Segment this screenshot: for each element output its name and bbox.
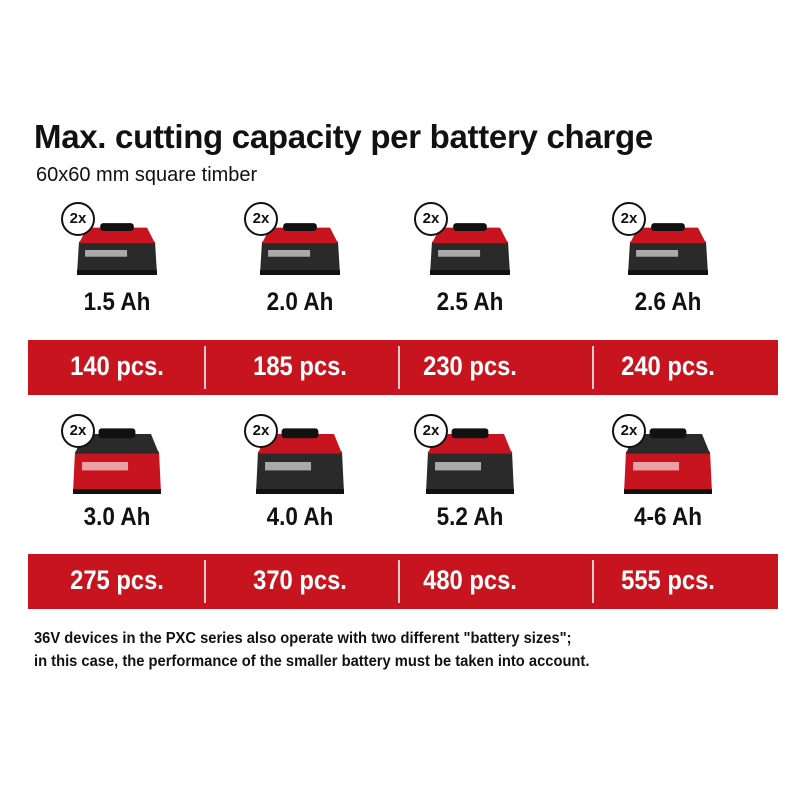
footnote: 36V devices in the PXC series also opera… xyxy=(34,630,572,647)
pieces-value: 370 pcs. xyxy=(253,565,347,595)
capacity-label: 4.0 Ah xyxy=(266,503,334,531)
pieces-value: 555 pcs. xyxy=(621,565,715,595)
result-band xyxy=(28,340,778,395)
battery-icon xyxy=(628,223,708,275)
quantity-badge: 2x xyxy=(244,414,278,448)
footnote: in this case, the performance of the sma… xyxy=(34,653,590,670)
battery-icon xyxy=(426,428,514,494)
quantity-badge: 2x xyxy=(612,414,646,448)
divider xyxy=(592,346,594,389)
pieces-value: 240 pcs. xyxy=(621,351,715,381)
battery-icon xyxy=(624,428,712,494)
pieces-value: 230 pcs. xyxy=(423,351,517,381)
divider xyxy=(398,346,400,389)
pieces-value: 140 pcs. xyxy=(70,351,164,381)
battery-icon xyxy=(73,428,161,494)
pieces-value: 480 pcs. xyxy=(423,565,517,595)
capacity-label: 3.0 Ah xyxy=(83,503,151,531)
pieces-value: 275 pcs. xyxy=(70,565,164,595)
subtitle: 60x60 mm square timber xyxy=(36,164,258,186)
divider xyxy=(204,346,206,389)
battery-icon xyxy=(260,223,340,275)
capacity-label: 2.5 Ah xyxy=(436,288,504,316)
quantity-badge: 2x xyxy=(612,202,646,236)
capacity-label: 5.2 Ah xyxy=(436,503,504,531)
quantity-badge: 2x xyxy=(414,202,448,236)
quantity-badge: 2x xyxy=(244,202,278,236)
battery-icon xyxy=(430,223,510,275)
capacity-label: 1.5 Ah xyxy=(83,288,151,316)
quantity-badge: 2x xyxy=(61,414,95,448)
quantity-badge: 2x xyxy=(414,414,448,448)
title: Max. cutting capacity per battery charge xyxy=(34,118,653,155)
battery-icon xyxy=(77,223,157,275)
capacity-label: 2.6 Ah xyxy=(634,288,702,316)
divider xyxy=(398,560,400,603)
capacity-label: 4-6 Ah xyxy=(634,503,702,531)
battery-icon xyxy=(256,428,344,494)
quantity-badge: 2x xyxy=(61,202,95,236)
divider xyxy=(592,560,594,603)
divider xyxy=(204,560,206,603)
capacity-label: 2.0 Ah xyxy=(266,288,334,316)
result-band xyxy=(28,554,778,609)
pieces-value: 185 pcs. xyxy=(253,351,347,381)
